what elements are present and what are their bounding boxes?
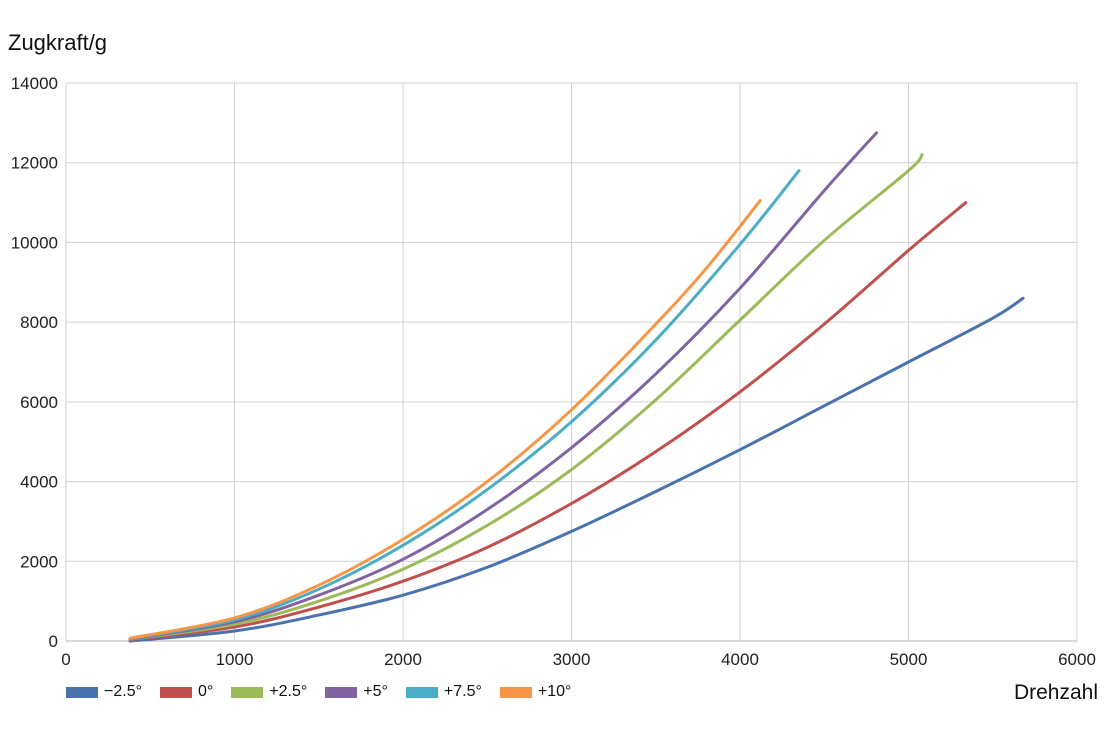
legend-item: 0° xyxy=(159,683,214,701)
x-tick-label: 5000 xyxy=(890,650,928,669)
series-line xyxy=(128,201,968,642)
y-tick-label: 10000 xyxy=(11,233,58,252)
legend-item: +7.5° xyxy=(405,683,482,701)
x-tick-label: 3000 xyxy=(553,650,591,669)
x-tick-label: 0 xyxy=(61,650,70,669)
legend-swatch xyxy=(499,686,532,698)
x-tick-label: 2000 xyxy=(384,650,422,669)
y-tick-label: 0 xyxy=(49,632,58,651)
legend-swatch xyxy=(325,686,358,698)
legend-label: −2.5° xyxy=(104,683,142,700)
x-tick-label: 1000 xyxy=(216,650,254,669)
y-tick-label: 2000 xyxy=(20,552,58,571)
legend-label: +10° xyxy=(537,683,572,700)
x-tick-label: 6000 xyxy=(1058,650,1096,669)
y-tick-label: 8000 xyxy=(20,313,58,332)
series-line xyxy=(128,169,801,641)
series-line xyxy=(128,153,924,641)
legend-label: +2.5° xyxy=(269,683,308,700)
legend-swatch xyxy=(231,686,264,698)
legend: −2.5° 0° +2.5° +5° +7.5° +10° xyxy=(66,683,589,701)
series-line xyxy=(128,199,762,640)
legend-swatch xyxy=(159,686,192,698)
y-tick-label: 12000 xyxy=(11,154,58,173)
x-axis-title: Drehzahl xyxy=(1013,681,1098,704)
legend-label: 0° xyxy=(197,683,214,700)
y-axis-title: Zugkraft/g xyxy=(8,30,108,55)
legend-swatch xyxy=(66,686,98,698)
series-line xyxy=(128,296,1025,643)
legend-item: +10° xyxy=(499,683,572,701)
legend-item: +5° xyxy=(325,683,388,701)
legend-label: +7.5° xyxy=(443,683,482,700)
legend-item: −2.5° xyxy=(66,683,142,701)
y-tick-label: 4000 xyxy=(20,473,58,492)
legend-swatch xyxy=(405,686,438,698)
x-tick-label: 4000 xyxy=(721,650,759,669)
legend-item: +2.5° xyxy=(231,683,307,701)
legend-label: +5° xyxy=(363,683,388,700)
y-tick-label: 6000 xyxy=(20,393,58,412)
y-tick-label: 14000 xyxy=(11,74,58,93)
series-line xyxy=(128,131,878,641)
